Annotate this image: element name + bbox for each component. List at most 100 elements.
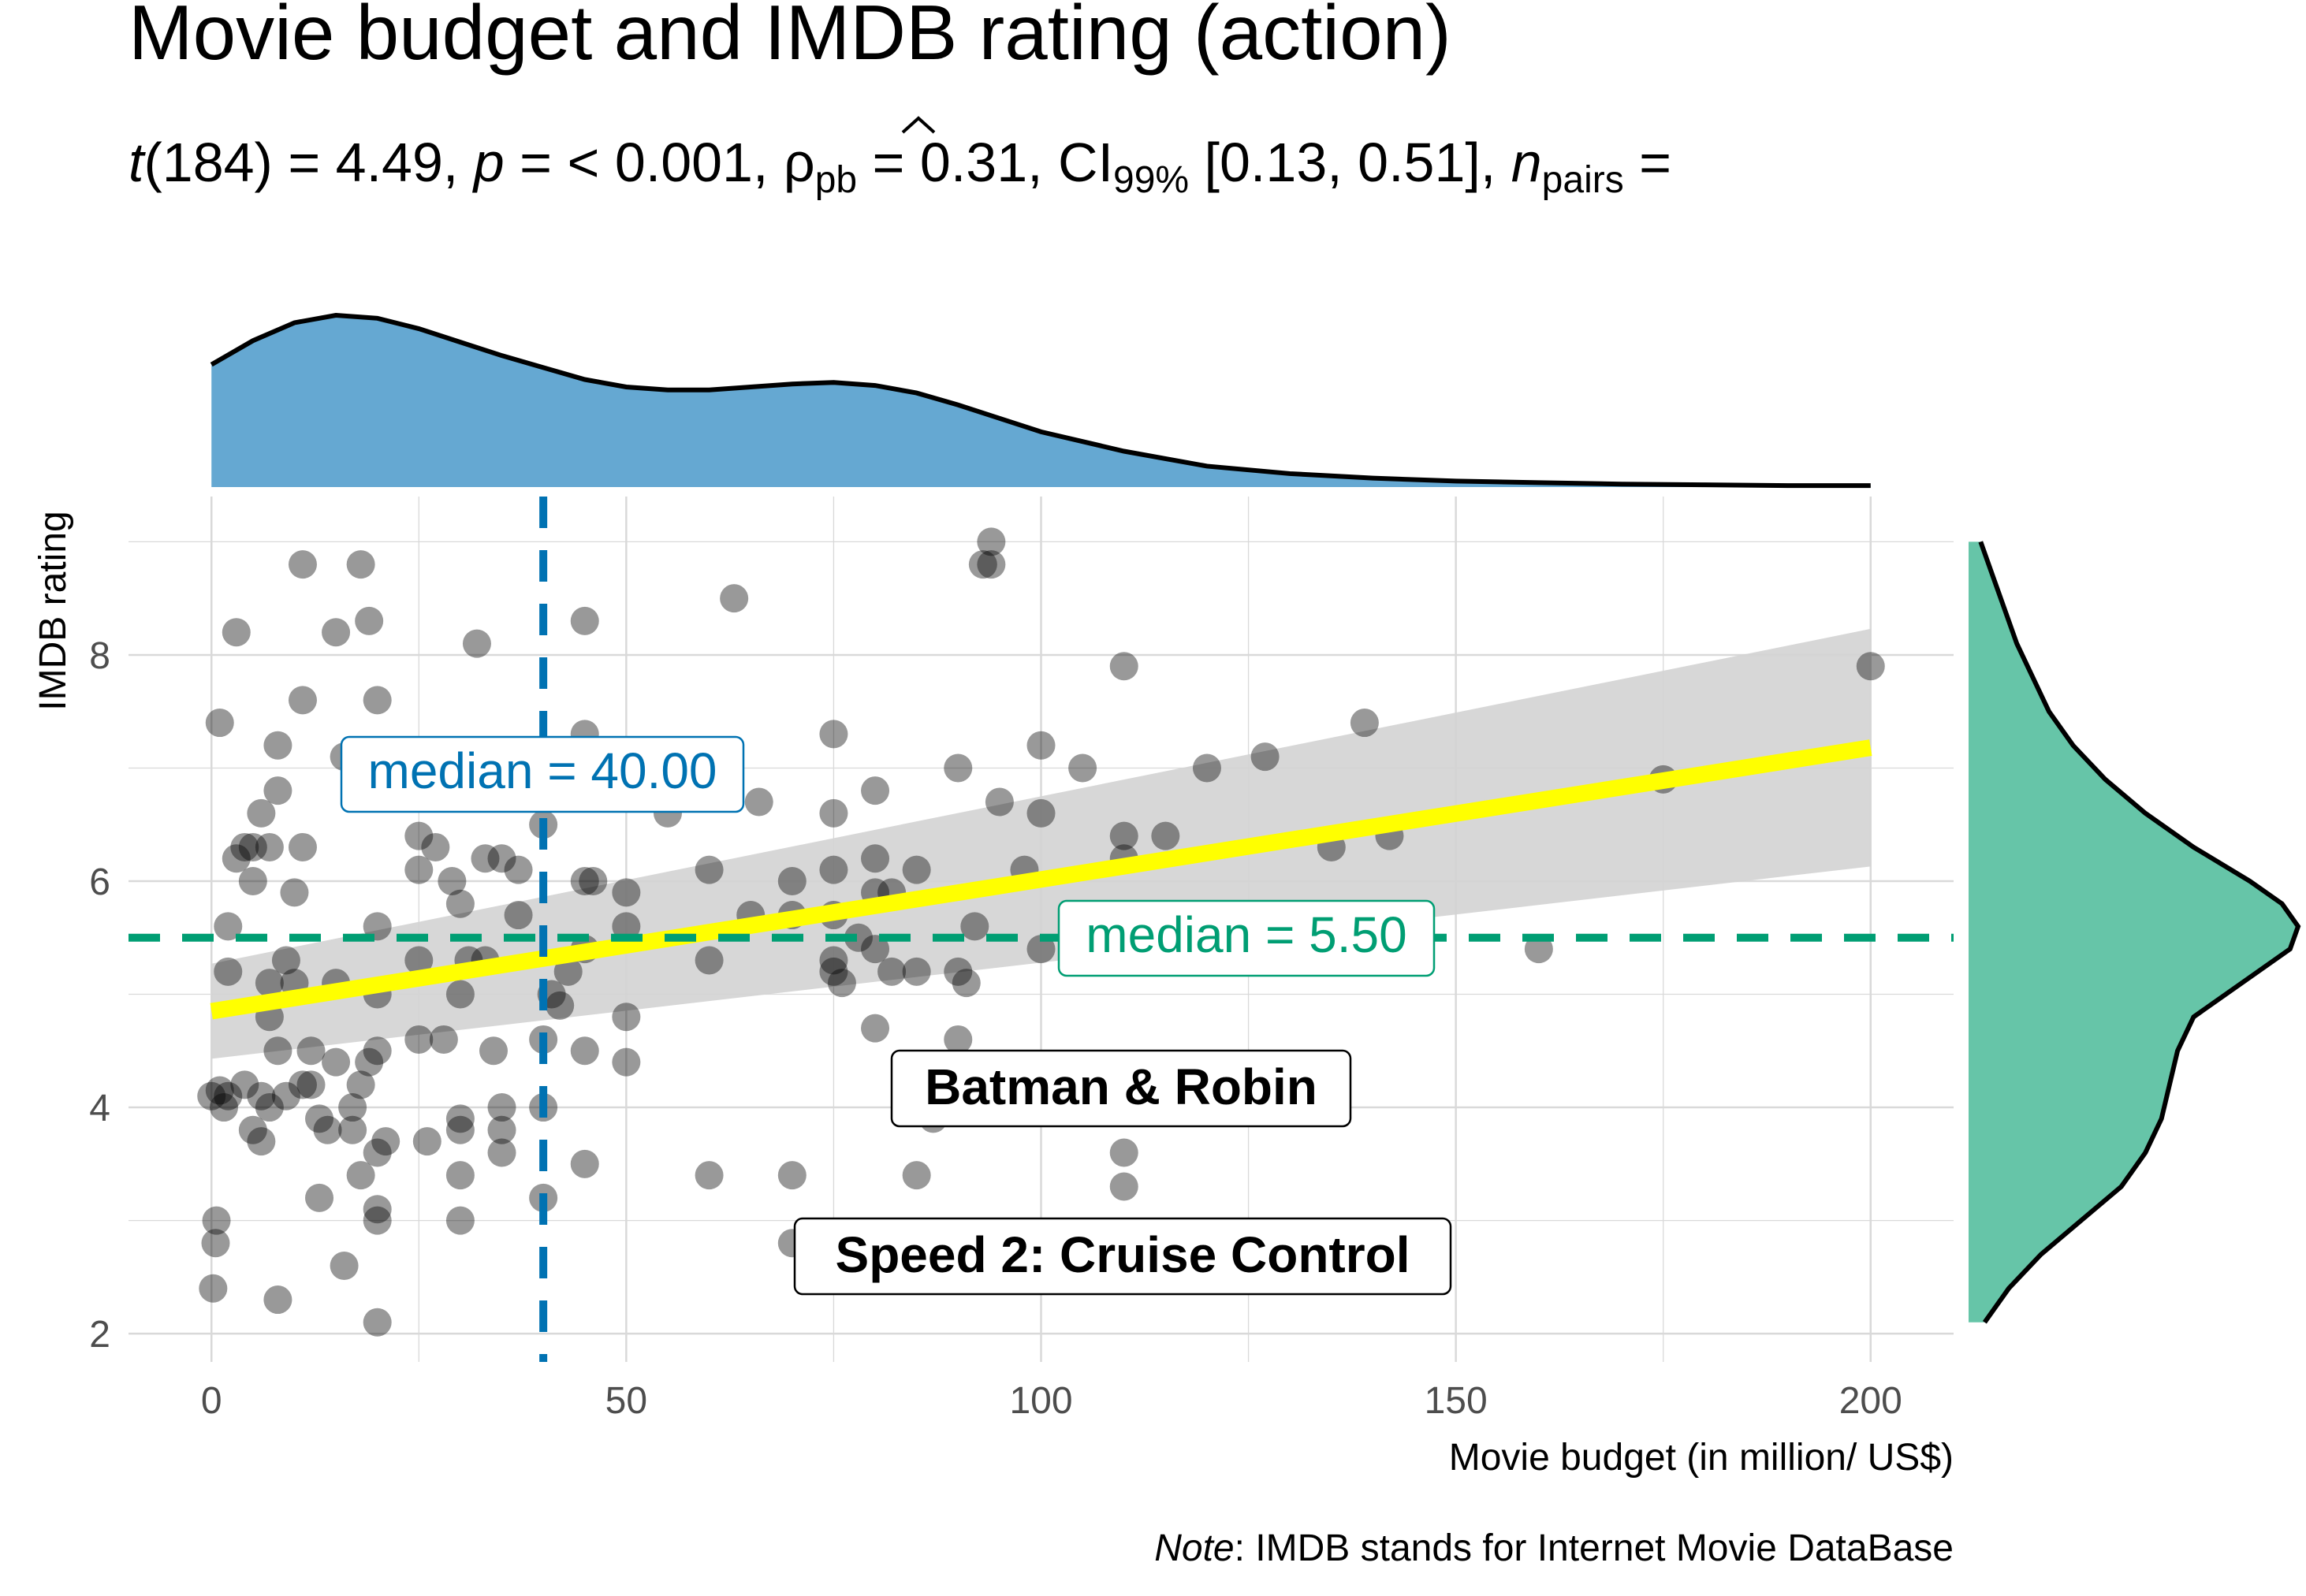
data-point [695, 1161, 724, 1190]
data-point [230, 1070, 259, 1099]
y-tick-label: 6 [89, 861, 110, 903]
y-tick-label: 8 [89, 635, 110, 677]
data-point [944, 753, 973, 783]
y-density-area [1969, 541, 2298, 1323]
data-point [214, 1081, 243, 1111]
data-point [1109, 652, 1138, 681]
subtitle-n-label: n [1511, 132, 1542, 193]
chart-title: Movie budget and IMDB rating (action) [129, 0, 1451, 76]
data-point [462, 629, 491, 658]
subtitle-p-value: = < 0.001, [505, 132, 784, 193]
data-point [355, 606, 384, 635]
data-point [960, 912, 989, 941]
point-labels: Batman & Robin Speed 2: Cruise Control [793, 1049, 1452, 1296]
data-point [902, 1161, 931, 1190]
data-point [1856, 652, 1885, 681]
data-point [612, 878, 641, 907]
data-point [445, 980, 475, 1009]
fit-line [210, 739, 1872, 1020]
data-point [744, 787, 773, 817]
x-density-area [211, 315, 1871, 487]
data-point [363, 1195, 392, 1224]
point-label: Speed 2: Cruise Control [836, 1226, 1410, 1283]
point-label-box [793, 1217, 1452, 1296]
data-point [1192, 753, 1221, 783]
data-point [404, 821, 434, 850]
data-point [977, 550, 1006, 579]
data-point [445, 1104, 475, 1133]
data-point [404, 855, 434, 884]
data-point [255, 969, 284, 998]
data-point [222, 618, 251, 647]
data-point [487, 844, 516, 873]
data-point [404, 946, 434, 975]
data-point [346, 550, 375, 579]
data-point [238, 867, 267, 895]
data-point [322, 1047, 351, 1077]
data-point [944, 1025, 973, 1054]
x-density-outline [210, 312, 1871, 489]
y-axis-title: IMDB rating [32, 511, 74, 710]
y-tick-label: 2 [89, 1314, 110, 1356]
data-point [247, 1081, 276, 1111]
y-tick-label: 4 [89, 1088, 110, 1129]
data-point [404, 1025, 434, 1054]
data-point [412, 1127, 441, 1156]
data-point [238, 1115, 267, 1144]
data-point [1026, 798, 1056, 828]
data-point [363, 1308, 392, 1337]
data-point [288, 686, 317, 715]
data-point [247, 1127, 276, 1156]
data-point [363, 912, 392, 941]
data-point [445, 1161, 475, 1190]
subtitle-t-value: (184) = 4.49, [143, 132, 473, 193]
data-point [346, 1070, 375, 1099]
data-point [199, 1274, 228, 1303]
data-point [612, 1003, 641, 1032]
data-point [861, 776, 890, 805]
data-point [296, 1036, 326, 1066]
subtitle-rho-hat [901, 116, 936, 134]
point-label-box [890, 1049, 1352, 1128]
data-point [695, 946, 724, 975]
data-point [346, 1161, 375, 1190]
data-point [579, 867, 608, 895]
data-point [1350, 709, 1379, 738]
plot-gridlines [129, 497, 1954, 1362]
caption-note-label: Note [1154, 1527, 1234, 1569]
data-point [363, 686, 392, 715]
data-point [263, 1036, 292, 1066]
x-marginal-density [210, 312, 1871, 489]
data-point [720, 584, 749, 613]
data-point [1109, 1172, 1138, 1201]
data-point [819, 946, 848, 975]
x-axis-title: Movie budget (in million/ US$) [1449, 1437, 1954, 1479]
data-point [504, 855, 533, 884]
data-point [197, 1081, 226, 1111]
data-point [445, 1115, 475, 1144]
data-point [305, 1104, 334, 1133]
data-point [271, 946, 300, 975]
data-point [322, 618, 351, 647]
data-point [214, 957, 243, 986]
data-point [255, 832, 284, 861]
data-point [263, 776, 292, 805]
data-point [504, 901, 533, 930]
data-point [371, 1127, 400, 1156]
data-point [363, 1036, 392, 1066]
data-point [1250, 742, 1280, 772]
data-point [612, 1047, 641, 1077]
data-point [819, 720, 848, 749]
data-point [288, 832, 317, 861]
axis-ticks: 0 50 100 150 200 2 4 6 8 [89, 635, 1902, 1422]
data-point [205, 709, 234, 738]
x-tick-label: 200 [1839, 1380, 1902, 1422]
data-point [1026, 731, 1056, 760]
data-point [861, 935, 890, 964]
chart-subtitle: t(184) = 4.49, p = < 0.001, ρpb = 0.31, … [129, 132, 1671, 201]
data-point [421, 832, 450, 861]
data-point [429, 1025, 458, 1054]
data-point [985, 787, 1014, 817]
data-point [487, 1093, 516, 1122]
data-point [777, 867, 807, 895]
